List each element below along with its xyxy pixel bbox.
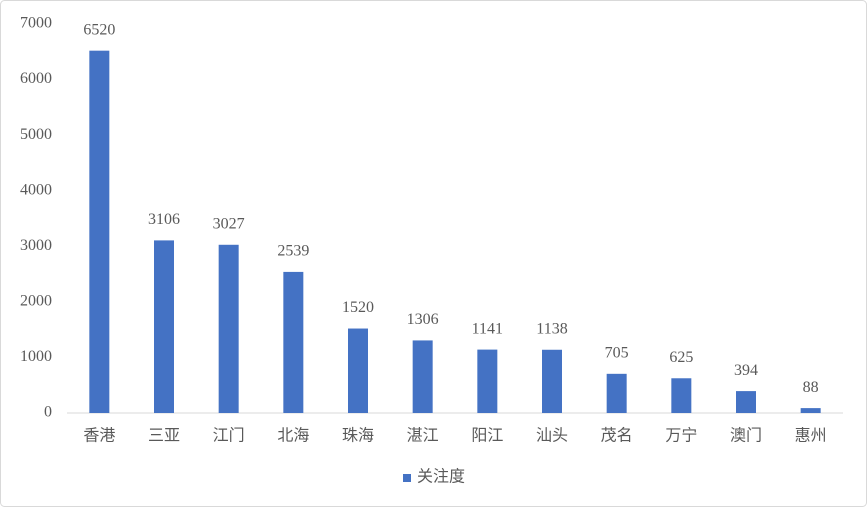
bar xyxy=(800,408,821,413)
x-tick-label: 江门 xyxy=(213,427,245,445)
bar xyxy=(736,391,756,413)
x-tick-label: 惠州 xyxy=(795,427,827,445)
data-label: 3106 xyxy=(148,211,180,228)
legend-label: 关注度 xyxy=(417,468,465,486)
data-label: 1138 xyxy=(536,320,567,337)
data-label: 3027 xyxy=(213,215,245,232)
data-label: 1520 xyxy=(342,299,374,316)
y-tick-label: 5000 xyxy=(20,126,52,143)
data-label: 2539 xyxy=(277,243,309,260)
bar xyxy=(542,349,562,413)
y-tick-label: 4000 xyxy=(20,181,52,198)
x-tick-label: 汕头 xyxy=(536,427,568,445)
data-label: 394 xyxy=(734,362,758,379)
x-tick-label: 茂名 xyxy=(601,427,633,445)
y-tick-label: 6000 xyxy=(20,70,52,87)
bar xyxy=(218,244,239,413)
x-tick-label: 北海 xyxy=(277,427,309,445)
data-label: 88 xyxy=(803,379,819,396)
y-tick-label: 7000 xyxy=(20,15,52,32)
x-tick-label: 珠海 xyxy=(342,427,374,445)
bar xyxy=(477,349,498,413)
bar xyxy=(606,373,627,413)
legend-swatch xyxy=(403,474,411,482)
x-tick-label: 澳门 xyxy=(730,427,762,445)
bar xyxy=(89,50,110,413)
y-tick-label: 2000 xyxy=(20,293,52,310)
x-tick-label: 湛江 xyxy=(407,427,439,445)
bar xyxy=(348,328,368,413)
bar xyxy=(154,240,174,413)
bar xyxy=(283,271,304,413)
data-label: 705 xyxy=(605,344,629,361)
y-tick-label: 0 xyxy=(44,404,52,421)
data-label: 1306 xyxy=(407,311,439,328)
x-tick-label: 万宁 xyxy=(665,427,697,445)
x-tick-label: 香港 xyxy=(83,427,115,445)
bar xyxy=(671,378,692,413)
x-tick-label: 三亚 xyxy=(148,428,180,445)
x-tick-label: 阳江 xyxy=(471,427,503,445)
y-tick-label: 3000 xyxy=(20,237,52,254)
data-label: 625 xyxy=(669,349,693,366)
data-label: 1141 xyxy=(472,320,503,337)
y-tick-label: 1000 xyxy=(20,348,52,365)
bar xyxy=(412,340,433,413)
data-label: 6520 xyxy=(83,21,115,38)
